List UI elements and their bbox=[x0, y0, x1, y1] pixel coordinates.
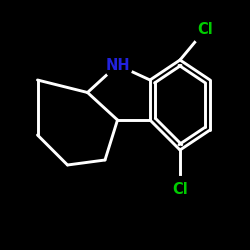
Text: Cl: Cl bbox=[197, 22, 213, 38]
Text: NH: NH bbox=[105, 58, 130, 72]
Text: Cl: Cl bbox=[172, 182, 188, 198]
